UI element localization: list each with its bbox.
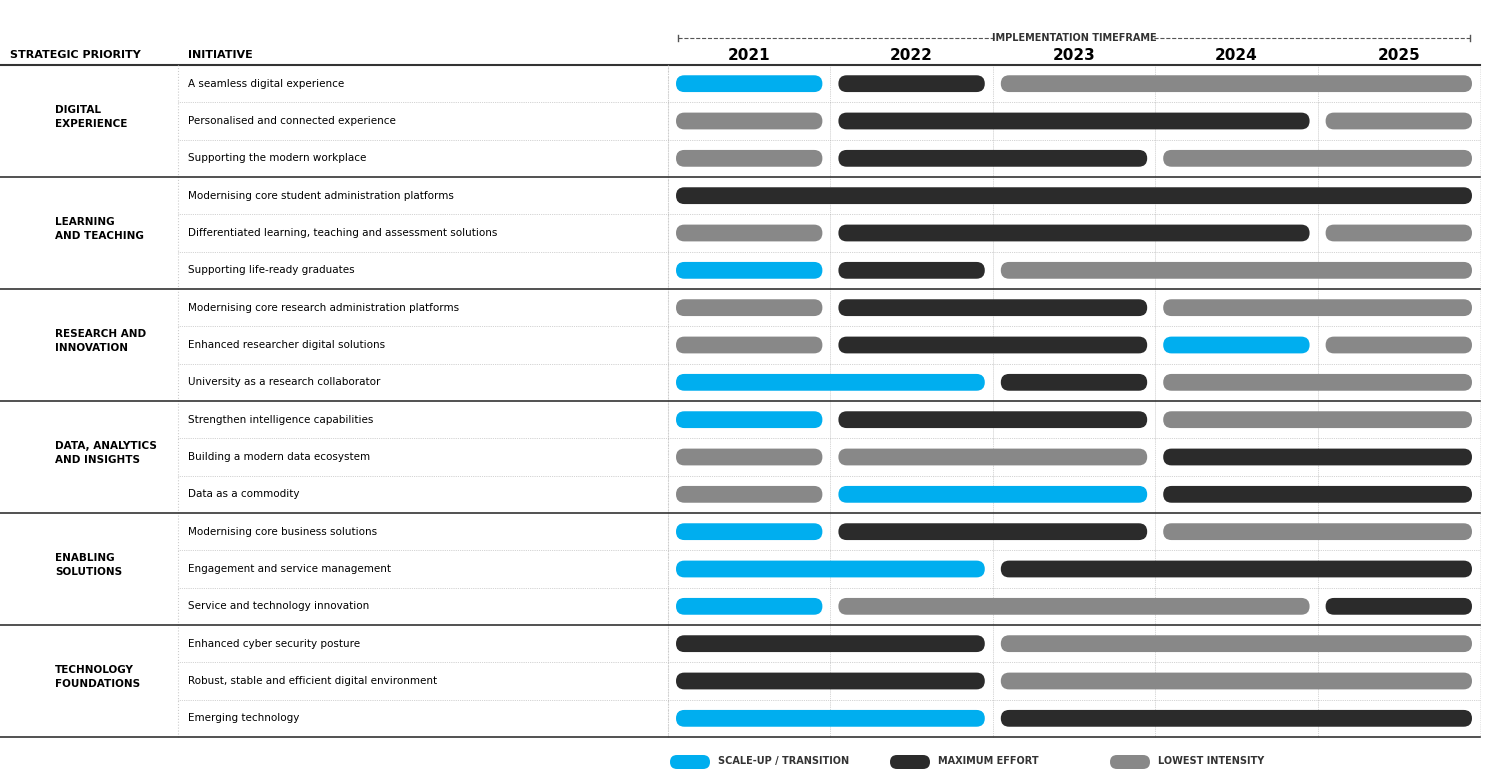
FancyBboxPatch shape [1162,449,1472,465]
FancyBboxPatch shape [1000,710,1472,726]
FancyBboxPatch shape [1000,635,1472,652]
FancyBboxPatch shape [839,224,1310,242]
Text: LOWEST INTENSITY: LOWEST INTENSITY [1158,756,1264,766]
FancyBboxPatch shape [890,755,930,769]
Text: 2025: 2025 [1377,48,1420,63]
Text: Strengthen intelligence capabilities: Strengthen intelligence capabilities [188,414,374,425]
FancyBboxPatch shape [676,411,822,428]
Text: Enhanced researcher digital solutions: Enhanced researcher digital solutions [188,340,386,350]
FancyBboxPatch shape [676,561,986,577]
FancyBboxPatch shape [676,262,822,278]
Text: A seamless digital experience: A seamless digital experience [188,79,344,88]
FancyBboxPatch shape [676,635,986,652]
FancyBboxPatch shape [1162,523,1472,540]
Text: Modernising core research administration platforms: Modernising core research administration… [188,303,459,313]
Text: Modernising core business solutions: Modernising core business solutions [188,526,376,536]
FancyBboxPatch shape [676,300,822,316]
FancyBboxPatch shape [676,75,822,92]
Text: DATA, ANALYTICS
AND INSIGHTS: DATA, ANALYTICS AND INSIGHTS [56,441,158,465]
FancyBboxPatch shape [839,449,1148,465]
Text: Engagement and service management: Engagement and service management [188,564,392,574]
FancyBboxPatch shape [1326,224,1472,242]
FancyBboxPatch shape [676,374,986,391]
Text: MAXIMUM EFFORT: MAXIMUM EFFORT [938,756,1038,766]
FancyBboxPatch shape [1162,300,1472,316]
FancyBboxPatch shape [1326,336,1472,353]
FancyBboxPatch shape [839,75,986,92]
Text: Robust, stable and efficient digital environment: Robust, stable and efficient digital env… [188,676,436,686]
Text: 2024: 2024 [1215,48,1258,63]
FancyBboxPatch shape [1162,411,1472,428]
Text: Supporting life-ready graduates: Supporting life-ready graduates [188,265,354,275]
FancyBboxPatch shape [839,523,1148,540]
FancyBboxPatch shape [676,673,986,690]
Text: University as a research collaborator: University as a research collaborator [188,378,381,387]
FancyBboxPatch shape [676,449,822,465]
FancyBboxPatch shape [839,150,1148,167]
Text: Supporting the modern workplace: Supporting the modern workplace [188,153,366,163]
Text: ENABLING
SOLUTIONS: ENABLING SOLUTIONS [56,554,122,576]
Text: Service and technology innovation: Service and technology innovation [188,601,369,612]
FancyBboxPatch shape [1162,486,1472,503]
FancyBboxPatch shape [676,150,822,167]
Text: Personalised and connected experience: Personalised and connected experience [188,116,396,126]
Text: Data as a commodity: Data as a commodity [188,490,300,500]
Text: SCALE-UP / TRANSITION: SCALE-UP / TRANSITION [718,756,849,766]
FancyBboxPatch shape [676,523,822,540]
FancyBboxPatch shape [676,187,1472,204]
FancyBboxPatch shape [839,598,1310,615]
FancyBboxPatch shape [1162,150,1472,167]
Text: IMPLEMENTATION TIMEFRAME: IMPLEMENTATION TIMEFRAME [992,33,1156,43]
FancyBboxPatch shape [1000,75,1472,92]
FancyBboxPatch shape [1000,262,1472,278]
FancyBboxPatch shape [839,411,1148,428]
Text: Emerging technology: Emerging technology [188,713,300,723]
FancyBboxPatch shape [676,336,822,353]
Text: DIGITAL
EXPERIENCE: DIGITAL EXPERIENCE [56,106,128,128]
FancyBboxPatch shape [676,710,986,726]
FancyBboxPatch shape [1000,561,1472,577]
Text: TECHNOLOGY
FOUNDATIONS: TECHNOLOGY FOUNDATIONS [56,665,140,689]
FancyBboxPatch shape [839,336,1148,353]
Text: Modernising core student administration platforms: Modernising core student administration … [188,191,454,201]
FancyBboxPatch shape [1326,113,1472,129]
Text: Building a modern data ecosystem: Building a modern data ecosystem [188,452,370,462]
FancyBboxPatch shape [1000,673,1472,690]
Text: LEARNING
AND TEACHING: LEARNING AND TEACHING [56,217,144,241]
FancyBboxPatch shape [839,262,986,278]
Text: STRATEGIC PRIORITY: STRATEGIC PRIORITY [10,50,141,60]
Text: Enhanced cyber security posture: Enhanced cyber security posture [188,639,360,648]
FancyBboxPatch shape [839,300,1148,316]
FancyBboxPatch shape [1110,755,1150,769]
Text: 2023: 2023 [1053,48,1095,63]
FancyBboxPatch shape [670,755,710,769]
Text: 2022: 2022 [890,48,933,63]
Text: 2021: 2021 [728,48,771,63]
FancyBboxPatch shape [676,113,822,129]
FancyBboxPatch shape [676,598,822,615]
Text: INITIATIVE: INITIATIVE [188,50,252,60]
Text: RESEARCH AND
INNOVATION: RESEARCH AND INNOVATION [56,329,146,353]
FancyBboxPatch shape [1000,374,1148,391]
FancyBboxPatch shape [839,113,1310,129]
FancyBboxPatch shape [1162,374,1472,391]
FancyBboxPatch shape [839,486,1148,503]
FancyBboxPatch shape [676,486,822,503]
FancyBboxPatch shape [1162,336,1310,353]
FancyBboxPatch shape [676,224,822,242]
Text: Differentiated learning, teaching and assessment solutions: Differentiated learning, teaching and as… [188,228,498,238]
FancyBboxPatch shape [1326,598,1472,615]
